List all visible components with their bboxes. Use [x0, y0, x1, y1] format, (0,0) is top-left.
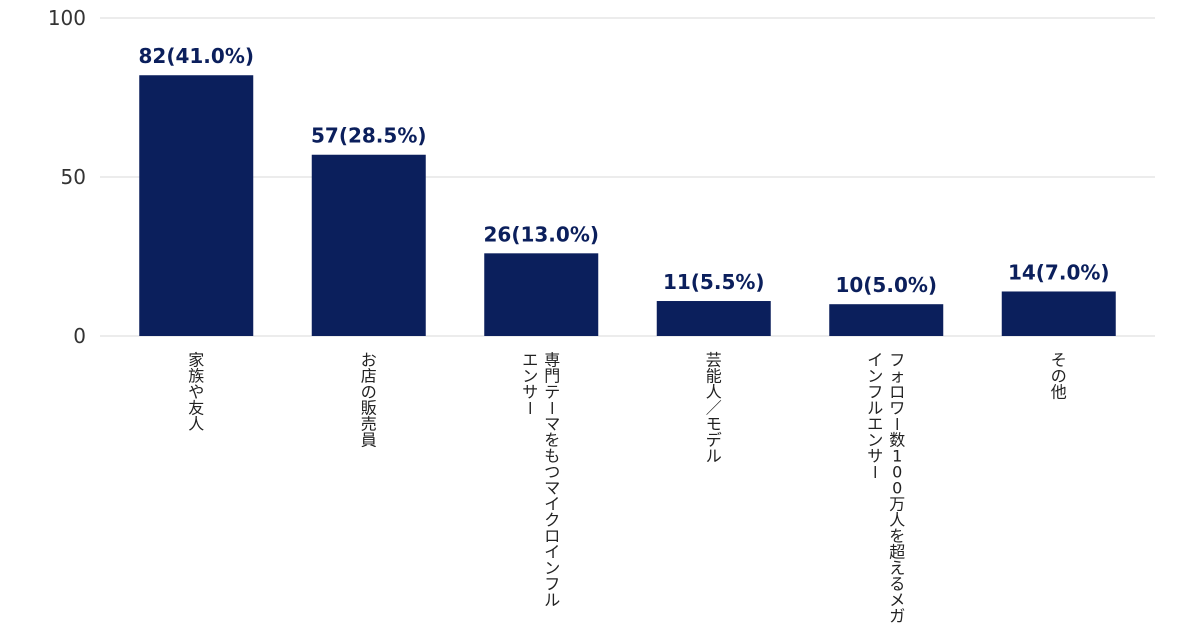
category-char: イ [867, 351, 883, 370]
bar [829, 304, 944, 336]
data-labels: 82(41.0%) 57(28.5%) 26(13.0%) 11(5.5%) 10(5.… [139, 44, 1110, 297]
category-char: ク [544, 511, 560, 530]
category-char: や [188, 383, 204, 402]
category-char: 数 [889, 431, 905, 450]
category-char: イ [544, 495, 560, 514]
category-char: そ [1051, 351, 1067, 370]
category-char: ル [544, 591, 560, 610]
category-char: 1 [892, 447, 902, 466]
category-char: ロ [889, 383, 905, 402]
category-char: え [889, 559, 905, 578]
category-char: お [361, 351, 377, 370]
bar [311, 154, 426, 336]
y-axis: 0 50 100 [48, 6, 86, 348]
category-char: 能 [706, 367, 722, 386]
category-char: 族 [188, 367, 204, 386]
category-char: 友 [188, 399, 204, 418]
category-char: フ [889, 351, 905, 370]
category-char: 人 [889, 511, 905, 530]
category-char: 専 [544, 351, 560, 370]
category-char: 人 [706, 383, 722, 402]
data-label: 10(5.0%) [835, 273, 937, 297]
bar [1001, 291, 1116, 336]
y-tick-label: 100 [48, 6, 86, 30]
category-char: マ [544, 415, 560, 434]
bar [484, 253, 599, 336]
category-char: 超 [889, 543, 905, 562]
category-char: エ [867, 415, 883, 434]
data-label: 26(13.0%) [484, 222, 600, 246]
category-char: 売 [361, 415, 377, 434]
data-label: 57(28.5%) [311, 124, 427, 148]
category-char: 万 [889, 495, 905, 514]
category-char: を [544, 431, 560, 450]
category-char: の [1051, 367, 1067, 386]
category-char: の [361, 383, 377, 402]
category-char: モ [706, 415, 722, 434]
category-char: ン [867, 431, 883, 450]
category-char: ワ [889, 399, 905, 418]
category-char: マ [544, 479, 560, 498]
category-char: エ [522, 351, 538, 370]
category-label: その他 [1051, 351, 1067, 402]
data-label: 14(7.0%) [1008, 260, 1110, 284]
category-char: 人 [188, 415, 204, 434]
category-char: ン [867, 367, 883, 386]
category-char: 門 [544, 367, 560, 386]
category-char: 店 [361, 367, 377, 386]
data-label: 11(5.5%) [663, 270, 765, 294]
category-char: を [889, 527, 905, 546]
x-axis: 家族や友人お店の販売員専門テマをもつマイクロインフルエンサ芸能人／モデルフォロワ… [188, 351, 1067, 626]
category-char: ォ [889, 367, 905, 386]
category-char: イ [544, 543, 560, 562]
bars [139, 75, 1116, 337]
category-char: ／ [706, 399, 722, 418]
category-char: 0 [892, 463, 902, 482]
category-char: ル [706, 447, 722, 466]
category-char: 0 [892, 479, 902, 498]
category-label: 芸能人／モデル [706, 351, 722, 466]
bar [656, 301, 771, 336]
category-char: 家 [188, 351, 204, 370]
category-char: メ [889, 591, 905, 610]
data-label: 82(41.0%) [139, 44, 255, 68]
category-char: フ [867, 383, 883, 402]
gridlines [100, 17, 1155, 337]
category-char: ル [867, 399, 883, 418]
category-char: デ [706, 431, 722, 450]
category-char: サ [522, 383, 538, 402]
category-char: テ [544, 383, 560, 402]
category-char: 員 [361, 431, 377, 450]
category-char: る [889, 575, 905, 594]
y-tick-label: 0 [73, 324, 86, 348]
y-tick-label: 50 [61, 165, 86, 189]
bar [139, 75, 254, 337]
category-char: つ [544, 463, 560, 482]
category-char: 販 [361, 399, 377, 418]
category-char: 芸 [706, 351, 722, 370]
category-char: ン [544, 559, 560, 578]
category-char: サ [867, 447, 883, 466]
category-char: ガ [889, 607, 905, 626]
category-char: ロ [544, 527, 560, 546]
category-char: フ [544, 575, 560, 594]
category-char: ン [522, 367, 538, 386]
category-char: も [544, 447, 560, 466]
category-char: 他 [1051, 383, 1067, 402]
